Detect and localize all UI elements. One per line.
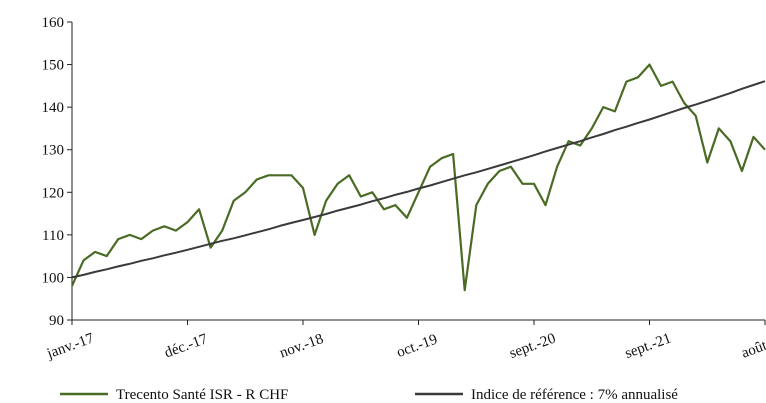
- y-tick-label: 150: [42, 58, 65, 74]
- y-tick-label: 120: [42, 185, 65, 201]
- legend-label: Trecento Santé ISR - R CHF: [116, 387, 288, 403]
- x-tick-label: nov.-18: [278, 331, 326, 362]
- y-tick-label: 160: [42, 15, 65, 31]
- x-tick-label: août-22: [739, 331, 766, 362]
- y-tick-label: 110: [42, 228, 64, 244]
- legend-label: Indice de référence : 7% annualisé: [471, 387, 678, 403]
- x-tick-label: oct.-19: [395, 332, 440, 361]
- series-line: [70, 63, 766, 292]
- y-tick-label: 100: [42, 270, 65, 286]
- x-tick-label: déc.-17: [162, 331, 210, 361]
- x-tick-label: sept.-21: [623, 331, 674, 362]
- y-tick-label: 130: [42, 143, 65, 159]
- y-tick-label: 90: [49, 313, 64, 329]
- y-tick-label: 140: [42, 100, 65, 116]
- x-tick-label: janv.-17: [44, 330, 97, 362]
- series-line: [71, 80, 766, 279]
- x-tick-label: sept.-20: [507, 331, 558, 362]
